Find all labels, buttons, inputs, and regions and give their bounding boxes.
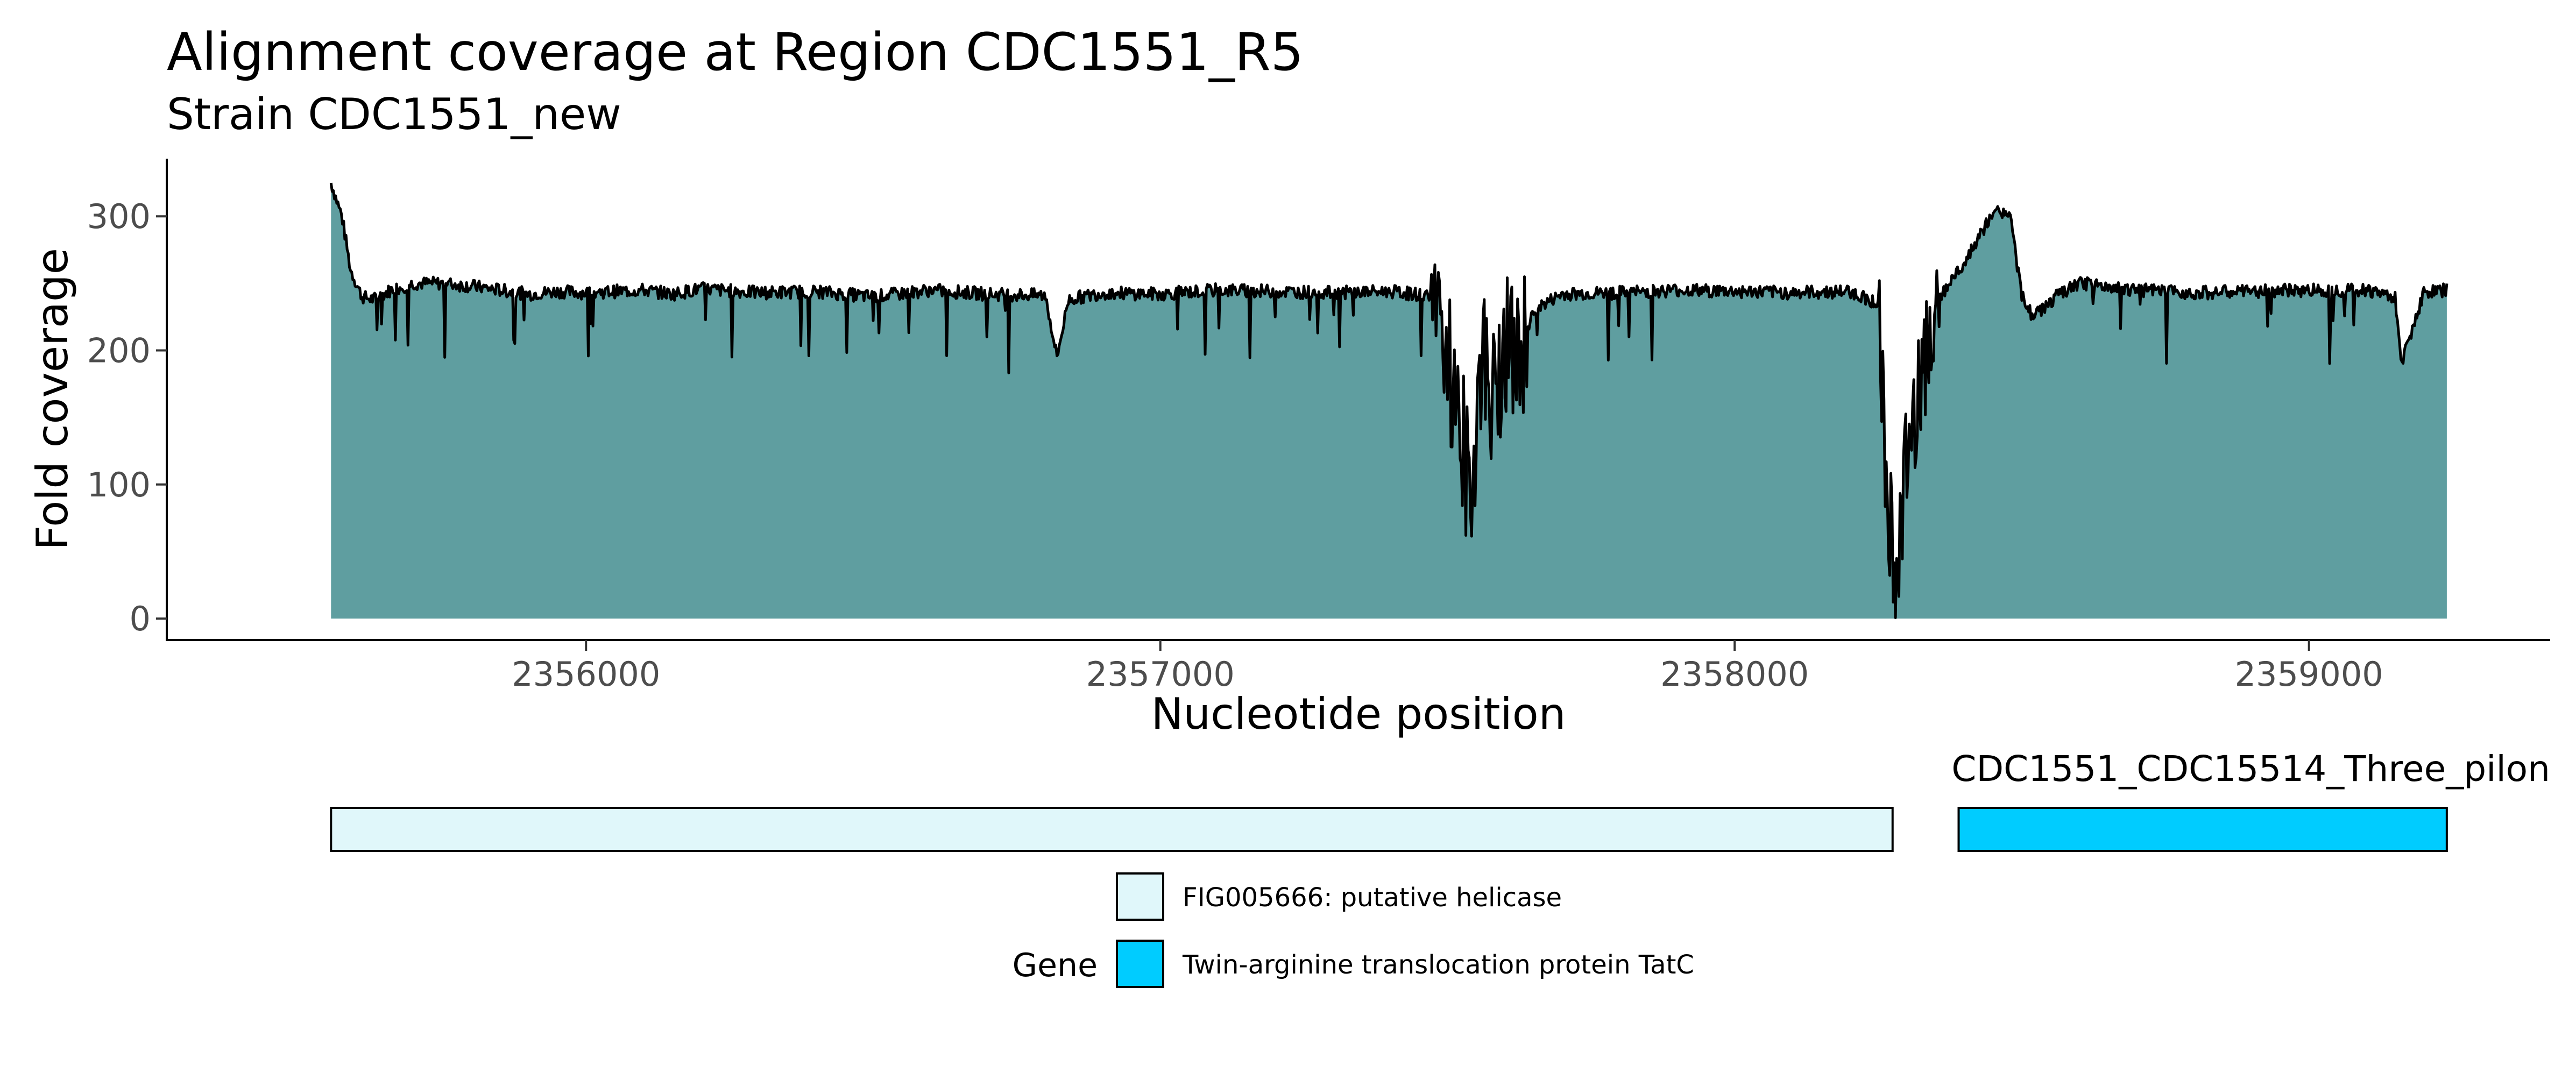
- x-tick-label: 2356000: [512, 655, 660, 694]
- coverage-line: [329, 182, 2448, 620]
- y-tick-label: 200: [87, 331, 151, 371]
- legend-label: FIG005666: putative helicase: [1183, 883, 1562, 913]
- legend-label: Twin-arginine translocation protein TatC: [1182, 950, 1694, 980]
- x-tick-label: 2357000: [1086, 655, 1235, 694]
- legend-title: Gene: [1013, 947, 1098, 984]
- chart-title: Alignment coverage at Region CDC1551_R5: [167, 22, 1304, 82]
- y-ticks: 0 100 200 300: [87, 197, 167, 638]
- gene-legend: Gene FIG005666: putative helicase Twin-ar…: [1013, 872, 1694, 988]
- y-tick-label: 0: [130, 599, 151, 638]
- gene-track-label: CDC1551_CDC15514_Three_pilon: [1951, 748, 2550, 790]
- legend-swatch: [1116, 940, 1164, 988]
- y-tick-label: 300: [87, 197, 151, 236]
- y-tick-label: 100: [87, 465, 151, 504]
- gene-bar: [1957, 807, 2448, 852]
- x-ticks: 2356000 2357000 2358000 2359000: [512, 640, 2383, 694]
- x-tick-label: 2358000: [1660, 655, 1809, 694]
- x-tick-label: 2359000: [2235, 655, 2383, 694]
- coverage-area: [331, 183, 2447, 619]
- chart-subtitle: Strain CDC1551_new: [167, 89, 621, 139]
- gene-track: CDC1551_CDC15514_Three_pilon: [330, 748, 2550, 852]
- plot-area: [329, 182, 2448, 620]
- y-axis-title: Fold coverage: [27, 248, 77, 550]
- x-axis-title: Nucleotide position: [1151, 689, 1566, 739]
- legend-swatch: [1116, 872, 1164, 921]
- gene-bar: [330, 807, 1894, 852]
